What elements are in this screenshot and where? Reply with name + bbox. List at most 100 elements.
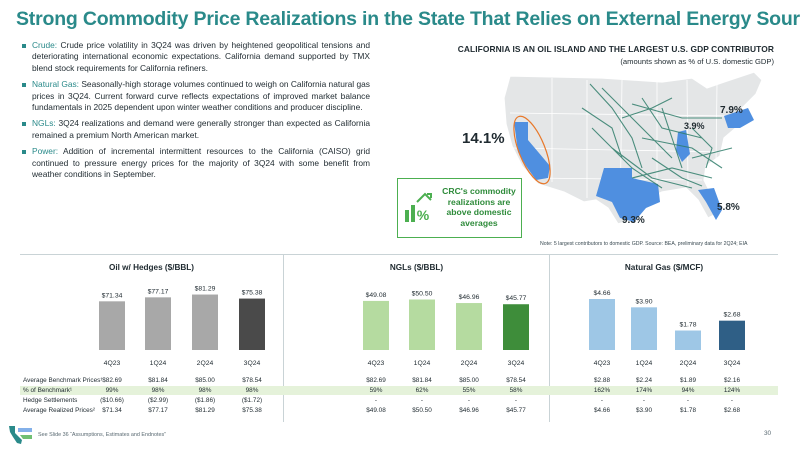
california-highlight-ring	[513, 115, 551, 185]
ngl-table-cell: 58%	[509, 387, 523, 394]
gas-table-cell: $1.78	[680, 407, 696, 414]
texas-shape	[596, 168, 660, 222]
ngl-table-cell: 62%	[415, 387, 429, 394]
gas-table-cell: 94%	[681, 387, 695, 394]
ngl-bar-chart: $49.08 4Q23 $50.50 1Q24 $46.96 2Q24 $45.77 3Q24	[363, 291, 529, 367]
gas-bar	[675, 330, 701, 350]
price-table: Average Benchmark Prices¹ $82.69 $81.84 $85…	[20, 376, 778, 416]
callout-box: % CRC's commodity realizations are above…	[397, 178, 522, 238]
ngl-table-cell: 59%	[369, 387, 383, 394]
oil-table-cell: $75.38	[242, 407, 262, 414]
bullet-marker	[22, 83, 26, 88]
bullet-marker	[22, 44, 26, 48]
oil-table-cell: 99%	[105, 387, 119, 394]
pipeline-network	[581, 83, 733, 189]
us-outline	[503, 71, 763, 225]
svg-text:%: %	[417, 207, 430, 223]
table-row: Average Realized Prices² $71.34 $77.17 $81.…	[20, 406, 778, 415]
gas-table-cell: 124%	[723, 387, 741, 394]
gas-bar	[719, 320, 745, 350]
oil-panel: Oil w/ Hedges ($/BBL) $71.34 4Q23 $77.17 1Q…	[20, 254, 284, 422]
gas-table-cell: -	[642, 397, 646, 404]
gas-data-label: $2.68	[723, 312, 740, 319]
gas-table-cell: $2.24	[636, 377, 652, 384]
gas-panel: Natural Gas ($/MCF) $4.66 4Q23 $3.90 1Q24 $1…	[550, 254, 778, 422]
ngl-x-tick-label: 1Q24	[414, 360, 431, 367]
gas-table-cell: $3.90	[636, 407, 652, 414]
oil-table-cell: $78.54	[242, 377, 262, 384]
bullet-lead: Power:	[32, 146, 59, 157]
bullet-text: Addition of incremental intermittent res…	[32, 146, 370, 180]
pct-northeast: 7.9%	[720, 105, 743, 116]
oil-data-label: $75.38	[242, 290, 263, 297]
bullet-lead: NGLs:	[32, 118, 56, 129]
us-pipeline-map	[503, 71, 763, 225]
ngl-table-cell: $81.84	[412, 377, 432, 384]
gas-bar	[589, 299, 615, 350]
ngl-table-cell: $78.54	[506, 377, 526, 384]
pct-texas: 9.3%	[622, 215, 645, 226]
table-row: % of Benchmark¹ 99% 98% 98% 98% 59% 62% 55% 58% 1…	[20, 386, 778, 395]
ngl-data-label: $45.77	[506, 295, 527, 302]
oil-data-label: $71.34	[102, 292, 123, 299]
bullet-natural-gas: Natural Gas: Seasonally-high storage vol…	[22, 79, 370, 113]
ngl-bar	[409, 299, 435, 350]
ngl-table-cell: $46.96	[459, 407, 479, 414]
oil-x-tick-label: 2Q24	[197, 360, 214, 367]
ngl-table-cell: $50.50	[412, 407, 432, 414]
oil-table-cell: 98%	[245, 387, 259, 394]
oil-table-cell: $81.84	[148, 377, 168, 384]
ngl-panel: NGLs ($/BBL) $49.08 4Q23 $50.50 1Q24 $46.96 2…	[284, 254, 550, 422]
map-subtitle: (amounts shown as % of U.S. domestic GDP…	[620, 57, 774, 66]
oil-table-cell: $82.69	[102, 377, 122, 384]
table-row: Hedge Settlements ($10.66) ($2.99) ($1.86) (…	[20, 396, 778, 405]
ngl-table-cell: -	[420, 397, 424, 404]
gas-table-cell: $1.89	[680, 377, 696, 384]
new-york-shape	[724, 108, 754, 128]
oil-bar	[239, 298, 265, 350]
oil-table-cell: 98%	[198, 387, 212, 394]
bullet-text: Seasonally-high storage volumes continue…	[32, 79, 370, 113]
gas-x-tick-label: 2Q24	[680, 360, 697, 367]
table-row: Average Benchmark Prices¹ $82.69 $81.84 $85…	[20, 376, 778, 385]
oil-table-cell: ($1.86)	[194, 397, 216, 404]
oil-x-tick-label: 3Q24	[244, 360, 261, 367]
oil-data-label: $77.17	[148, 288, 169, 295]
page-number: 30	[764, 430, 772, 437]
gas-x-tick-label: 3Q24	[724, 360, 741, 367]
ngl-bar	[456, 303, 482, 350]
bullet-marker	[22, 122, 26, 127]
ngl-table-cell: 55%	[462, 387, 476, 394]
oil-data-label: $81.29	[195, 286, 216, 293]
ngl-data-label: $50.50	[412, 291, 433, 298]
ngl-table-cell: -	[467, 397, 471, 404]
florida-shape	[698, 188, 722, 220]
pct-midwest: 3.9%	[684, 121, 705, 131]
footer-note: See Slide 36 “Assumptions, Estimates and…	[38, 432, 166, 438]
oil-table-cell: ($10.66)	[100, 397, 124, 404]
california-logo-icon	[9, 426, 32, 444]
bullet-list: Crude: Crude price volatility in 3Q24 wa…	[22, 40, 370, 185]
gas-table-cell: -	[600, 397, 604, 404]
gas-x-tick-label: 4Q23	[594, 360, 611, 367]
bullet-lead: Natural Gas:	[32, 79, 80, 90]
oil-table-cell: $81.29	[195, 407, 215, 414]
bullet-lead: Crude:	[32, 40, 58, 50]
gas-table-cell: -	[730, 397, 734, 404]
gas-bar-chart: $4.66 4Q23 $3.90 1Q24 $1.78 2Q24 $2.68 3Q24	[589, 290, 745, 367]
oil-table-cell: $77.17	[148, 407, 168, 414]
oil-table-cell: 98%	[151, 387, 165, 394]
gas-x-tick-label: 1Q24	[636, 360, 653, 367]
ngl-bar	[503, 304, 529, 350]
dollar-up-arrow-icon: %	[405, 192, 432, 223]
gas-bar	[631, 307, 657, 350]
gas-chart-title: Natural Gas ($/MCF)	[624, 263, 704, 272]
bullet-marker	[22, 150, 26, 155]
bullet-ngls: NGLs: 3Q24 realizations and demand were …	[22, 118, 370, 141]
gas-table-cell: $2.16	[724, 377, 740, 384]
california-shape	[514, 122, 550, 180]
gas-data-label: $3.90	[635, 298, 652, 305]
map-title: CALIFORNIA IS AN OIL ISLAND AND THE LARG…	[457, 44, 774, 54]
oil-table-cell: ($1.72)	[241, 397, 263, 404]
ngl-x-tick-label: 3Q24	[508, 360, 525, 367]
